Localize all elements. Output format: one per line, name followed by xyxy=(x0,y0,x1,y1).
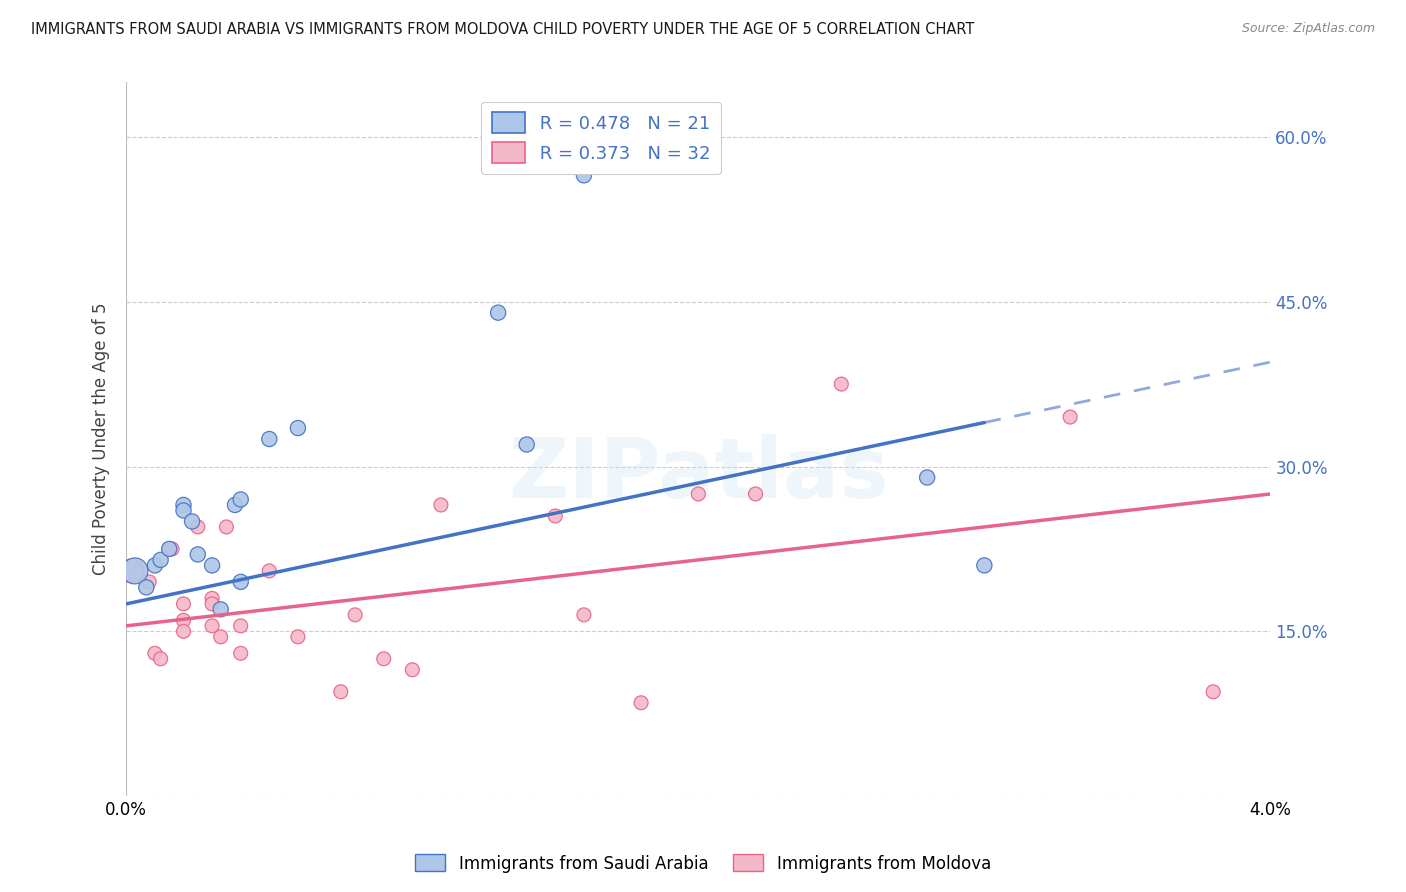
Point xyxy=(516,437,538,451)
Point xyxy=(229,646,252,660)
Point xyxy=(201,591,224,606)
Point xyxy=(287,630,309,644)
Legend: Immigrants from Saudi Arabia, Immigrants from Moldova: Immigrants from Saudi Arabia, Immigrants… xyxy=(409,847,997,880)
Point xyxy=(173,613,195,627)
Point xyxy=(201,558,224,573)
Point xyxy=(329,685,352,699)
Point xyxy=(572,607,595,622)
Point xyxy=(544,508,567,523)
Point xyxy=(157,541,180,556)
Point xyxy=(229,574,252,589)
Point xyxy=(121,564,143,578)
Point xyxy=(229,492,252,507)
Text: ZIPatlas: ZIPatlas xyxy=(508,434,889,516)
Point xyxy=(486,306,509,320)
Point xyxy=(138,574,160,589)
Point xyxy=(1202,685,1225,699)
Point xyxy=(143,558,166,573)
Point xyxy=(160,541,183,556)
Point xyxy=(259,432,281,446)
Point xyxy=(344,607,367,622)
Point xyxy=(173,597,195,611)
Point xyxy=(173,624,195,639)
Point xyxy=(181,515,204,529)
Point xyxy=(973,558,995,573)
Point xyxy=(688,487,710,501)
Point xyxy=(201,619,224,633)
Point xyxy=(915,470,938,484)
Point xyxy=(830,377,852,392)
Point xyxy=(143,646,166,660)
Point xyxy=(157,541,180,556)
Point xyxy=(630,696,652,710)
Point xyxy=(149,553,172,567)
Point xyxy=(373,652,395,666)
Point xyxy=(224,498,246,512)
Point xyxy=(1059,410,1081,425)
Point xyxy=(187,548,209,562)
Point xyxy=(209,602,232,616)
Y-axis label: Child Poverty Under the Age of 5: Child Poverty Under the Age of 5 xyxy=(93,302,110,575)
Text: IMMIGRANTS FROM SAUDI ARABIA VS IMMIGRANTS FROM MOLDOVA CHILD POVERTY UNDER THE : IMMIGRANTS FROM SAUDI ARABIA VS IMMIGRAN… xyxy=(31,22,974,37)
Point xyxy=(572,169,595,183)
Point xyxy=(287,421,309,435)
Point xyxy=(259,564,281,578)
Point xyxy=(215,520,238,534)
Point xyxy=(124,564,146,578)
Point xyxy=(430,498,453,512)
Point xyxy=(201,597,224,611)
Point xyxy=(401,663,423,677)
Point xyxy=(209,630,232,644)
Legend:  R = 0.478   N = 21,  R = 0.373   N = 32: R = 0.478 N = 21, R = 0.373 N = 32 xyxy=(481,102,721,174)
Point xyxy=(173,498,195,512)
Text: Source: ZipAtlas.com: Source: ZipAtlas.com xyxy=(1241,22,1375,36)
Point xyxy=(744,487,766,501)
Point xyxy=(173,503,195,517)
Point xyxy=(149,652,172,666)
Point xyxy=(135,580,157,594)
Point xyxy=(229,619,252,633)
Point xyxy=(187,520,209,534)
